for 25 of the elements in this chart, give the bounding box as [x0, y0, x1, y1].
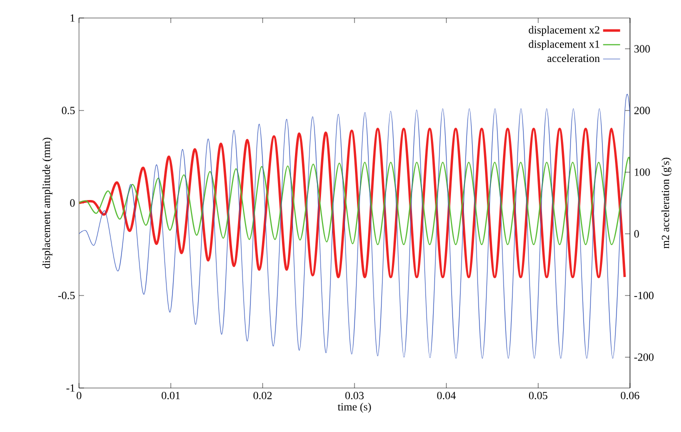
x-tick-label: 0.02: [254, 392, 272, 400]
y-tick-label: -1: [66, 384, 74, 392]
y-tick-label: 0.5: [62, 106, 75, 114]
x-tick-label: 0.06: [620, 392, 640, 400]
x-tick-label: 0.03: [345, 392, 364, 400]
y-tick-label: -0.5: [58, 292, 75, 300]
line-series: [79, 128, 626, 278]
y-axis-title: displacement amplitude (mm): [42, 138, 52, 268]
y2-tick-label: 200: [634, 106, 650, 114]
y-tick-label: 1: [70, 14, 74, 22]
legend-label: acceleration: [547, 54, 600, 62]
y-tick-label: 0: [70, 199, 75, 207]
y2-axis-title: m2 acceleration (g's): [661, 158, 672, 248]
legend-label: displacement x1: [528, 40, 600, 50]
y2-tick-label: -200: [634, 353, 654, 361]
x-tick-label: 0.01: [162, 392, 180, 400]
y2-tick-label: 0: [634, 230, 639, 238]
x-axis-title: time (s): [338, 402, 371, 413]
x-tick-label: 0.05: [529, 392, 548, 400]
x-tick-label: 0: [76, 392, 82, 400]
y2-tick-label: 300: [634, 45, 650, 53]
y2-tick-label: -100: [634, 292, 654, 300]
x-tick-label: 0.04: [437, 392, 456, 400]
y2-tick-label: 100: [634, 168, 650, 176]
legend-label: displacement x2: [528, 26, 600, 36]
